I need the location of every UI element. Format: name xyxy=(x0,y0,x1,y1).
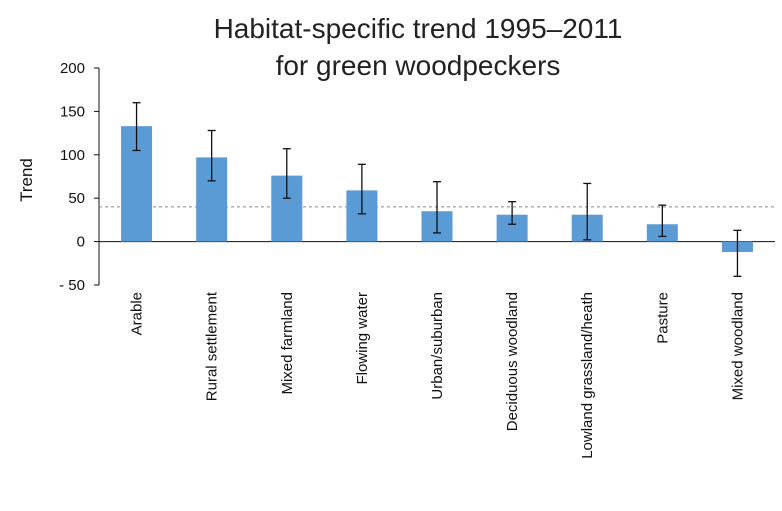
error-bar xyxy=(282,148,291,199)
x-category-label: Deciduous woodland xyxy=(504,292,521,431)
chart-title-line-1: Habitat-specific trend 1995–2011 xyxy=(214,13,623,44)
y-tick-label: 50 xyxy=(68,190,85,207)
x-category-label: Arable xyxy=(129,292,146,335)
error-bar xyxy=(733,229,742,277)
x-category-label: Mixed woodland xyxy=(729,292,746,400)
error-bar xyxy=(508,201,517,225)
error-bar xyxy=(658,204,667,238)
x-category-label: Pasture xyxy=(654,292,671,344)
y-axis-ticks: 200 150 100 50 0 - 50 xyxy=(59,60,99,294)
y-tick-label: - 50 xyxy=(59,277,85,294)
error-bar xyxy=(433,181,441,234)
chart-title-line-2: for green woodpeckers xyxy=(276,50,561,81)
y-tick-label: 0 xyxy=(77,234,85,251)
x-category-label: Urban/suburban xyxy=(429,292,446,400)
x-category-label: Flowing water xyxy=(354,292,371,385)
error-bars xyxy=(132,102,742,277)
y-tick-label: 100 xyxy=(60,147,85,164)
x-category-label: Lowland grassland/heath xyxy=(579,292,596,459)
y-axis-label: Trend xyxy=(17,158,36,202)
error-bar xyxy=(583,182,592,241)
chart-title: Habitat-specific trend 1995–2011 for gre… xyxy=(214,13,623,81)
error-bar xyxy=(357,163,366,215)
x-axis-category-labels: Arable Rural settlement Mixed farmland Flow… xyxy=(129,291,747,459)
x-category-label: Rural settlement xyxy=(204,291,221,401)
y-tick-label: 200 xyxy=(60,60,85,77)
y-tick-label: 150 xyxy=(60,103,85,120)
error-bar xyxy=(207,129,216,182)
x-category-label: Mixed farmland xyxy=(279,292,296,395)
error-bar xyxy=(132,102,141,152)
